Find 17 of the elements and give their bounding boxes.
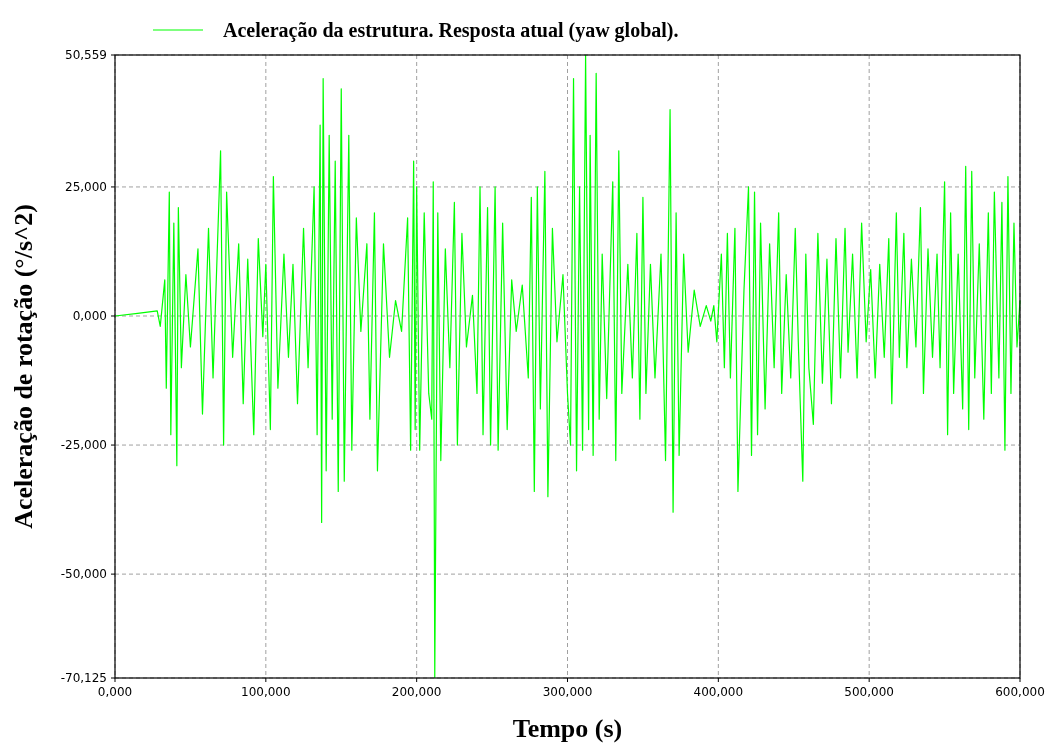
x-tick-label: 400,000: [693, 685, 744, 699]
x-tick-label: 600,000: [995, 685, 1045, 699]
y-tick-label: -50,000: [60, 567, 107, 582]
y-tick-label: 50,559: [65, 48, 107, 63]
y-tick-label: -25,000: [60, 438, 107, 453]
x-tick-label: 200,000: [391, 685, 442, 699]
x-axis-title: Tempo (s): [512, 714, 623, 743]
x-tick-label: 0,000: [97, 685, 133, 699]
y-tick-label: 25,000: [65, 180, 107, 195]
line-series: [114, 54, 1021, 678]
x-tick-label: 300,000: [542, 685, 593, 699]
y-axis-title: Aceleração de rotação (°/s^2): [9, 204, 38, 529]
y-tick-label: -70,125: [60, 671, 107, 686]
x-tick-label: 500,000: [844, 685, 894, 699]
legend-label: Aceleração da estrutura. Resposta atual (yaw global).: [223, 19, 679, 42]
y-tick-label: 0,000: [72, 309, 107, 324]
x-tick-label: 100,000: [241, 685, 291, 699]
